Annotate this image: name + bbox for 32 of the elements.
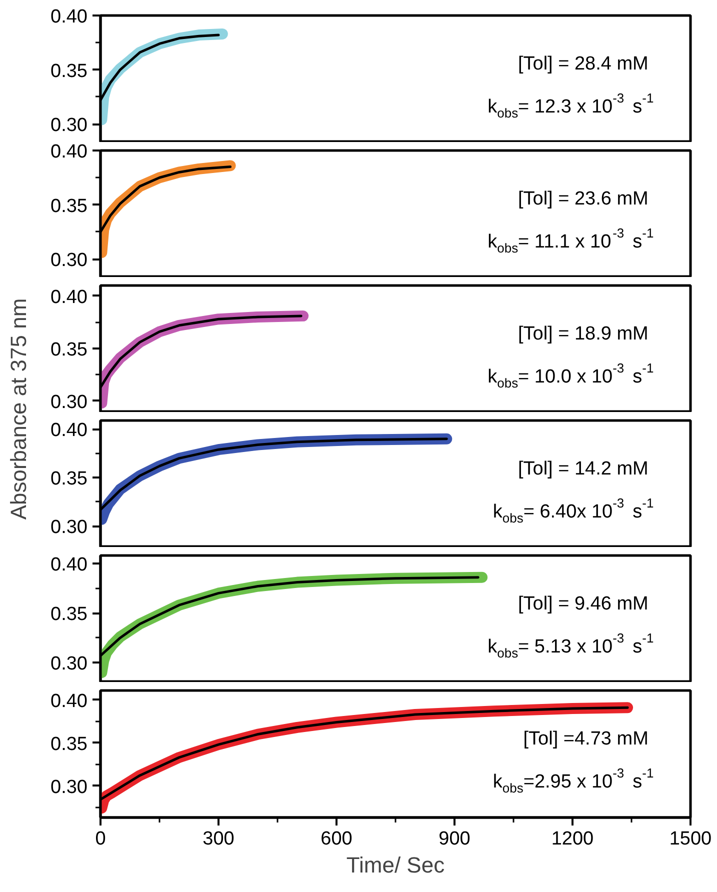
annotation: [Tol] = 9.46 mM [518, 593, 648, 614]
y-tick-label: 0.30 [50, 115, 88, 136]
x-tick-label: 0 [95, 828, 106, 850]
y-tick-label: 0.35 [50, 60, 88, 82]
annotation: [Tol] = 23.6 mM [518, 188, 648, 210]
y-axis-title: Absorbance at 375 nm [6, 298, 31, 520]
x-tick-label: 900 [438, 828, 470, 850]
y-tick-label: 0.35 [50, 468, 88, 490]
y-tick-label: 0.35 [50, 196, 88, 217]
y-tick-label: 0.30 [50, 250, 88, 272]
x-tick-label: 1200 [551, 828, 594, 850]
annotation: [Tol] =4.73 mM [523, 728, 648, 750]
y-tick-label: 0.35 [50, 339, 88, 360]
y-tick-label: 0.30 [50, 517, 88, 538]
y-tick-label: 0.35 [50, 604, 88, 626]
annotation: [Tol] = 14.2 mM [518, 458, 648, 480]
x-tick-label: 300 [202, 828, 234, 850]
y-tick-label: 0.30 [50, 776, 88, 798]
annotation: [Tol] = 18.9 mM [518, 323, 648, 344]
y-tick-label: 0.30 [50, 392, 88, 413]
x-axis-title: Time/ Sec [346, 852, 445, 878]
y-tick-label: 0.40 [50, 554, 88, 576]
y-tick-label: 0.40 [50, 690, 88, 712]
x-tick-label: 600 [320, 828, 352, 850]
y-tick-label: 0.35 [50, 734, 88, 755]
y-tick-label: 0.30 [50, 654, 88, 675]
x-tick-label: 1500 [669, 828, 712, 850]
y-tick-label: 0.40 [50, 420, 88, 442]
y-tick-label: 0.40 [50, 6, 88, 28]
y-tick-label: 0.40 [50, 142, 88, 162]
y-tick-label: 0.40 [50, 286, 88, 308]
annotation: [Tol] = 28.4 mM [518, 53, 648, 74]
